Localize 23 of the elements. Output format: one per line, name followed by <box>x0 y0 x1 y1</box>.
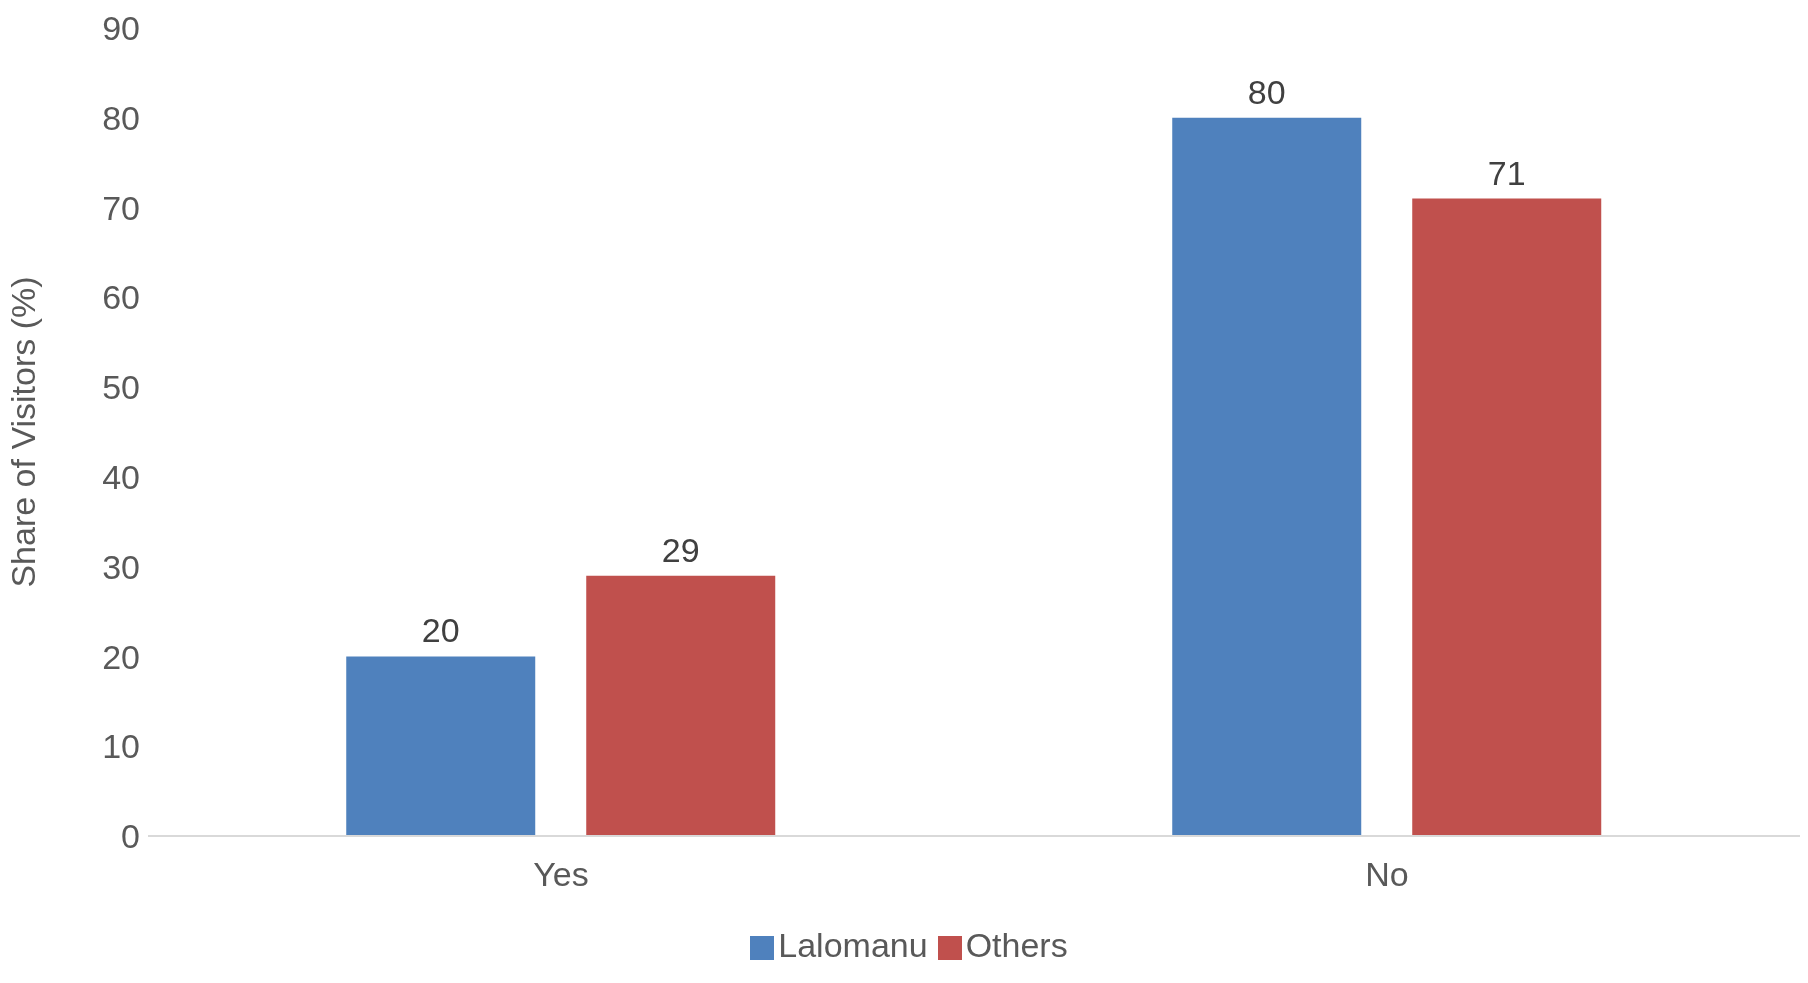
y-tick-label: 10 <box>102 727 140 766</box>
bar <box>346 656 536 836</box>
data-label: 29 <box>661 530 700 569</box>
legend-label: Others <box>965 926 1068 964</box>
y-tick-label: 80 <box>102 98 140 137</box>
data-label: 71 <box>1487 153 1526 192</box>
y-tick-label: 30 <box>102 547 140 586</box>
y-tick-label: 20 <box>102 637 140 676</box>
y-tick-label: 90 <box>102 9 140 48</box>
bar <box>1172 117 1362 836</box>
y-tick-label: 50 <box>102 368 140 407</box>
y-tick-label: 60 <box>102 278 140 317</box>
bar <box>1412 198 1602 836</box>
bar <box>586 575 776 836</box>
legend-label: Lalomanu <box>778 926 928 964</box>
data-label: 80 <box>1247 72 1286 111</box>
y-tick-label: 0 <box>121 817 140 856</box>
data-label: 20 <box>421 611 460 650</box>
y-axis-title: Share of Visitors (%) <box>4 276 43 588</box>
y-tick-label: 40 <box>102 457 140 496</box>
x-tick-label: No <box>1365 855 1409 894</box>
x-tick-label: Yes <box>533 855 589 894</box>
y-tick-label: 70 <box>102 188 140 227</box>
